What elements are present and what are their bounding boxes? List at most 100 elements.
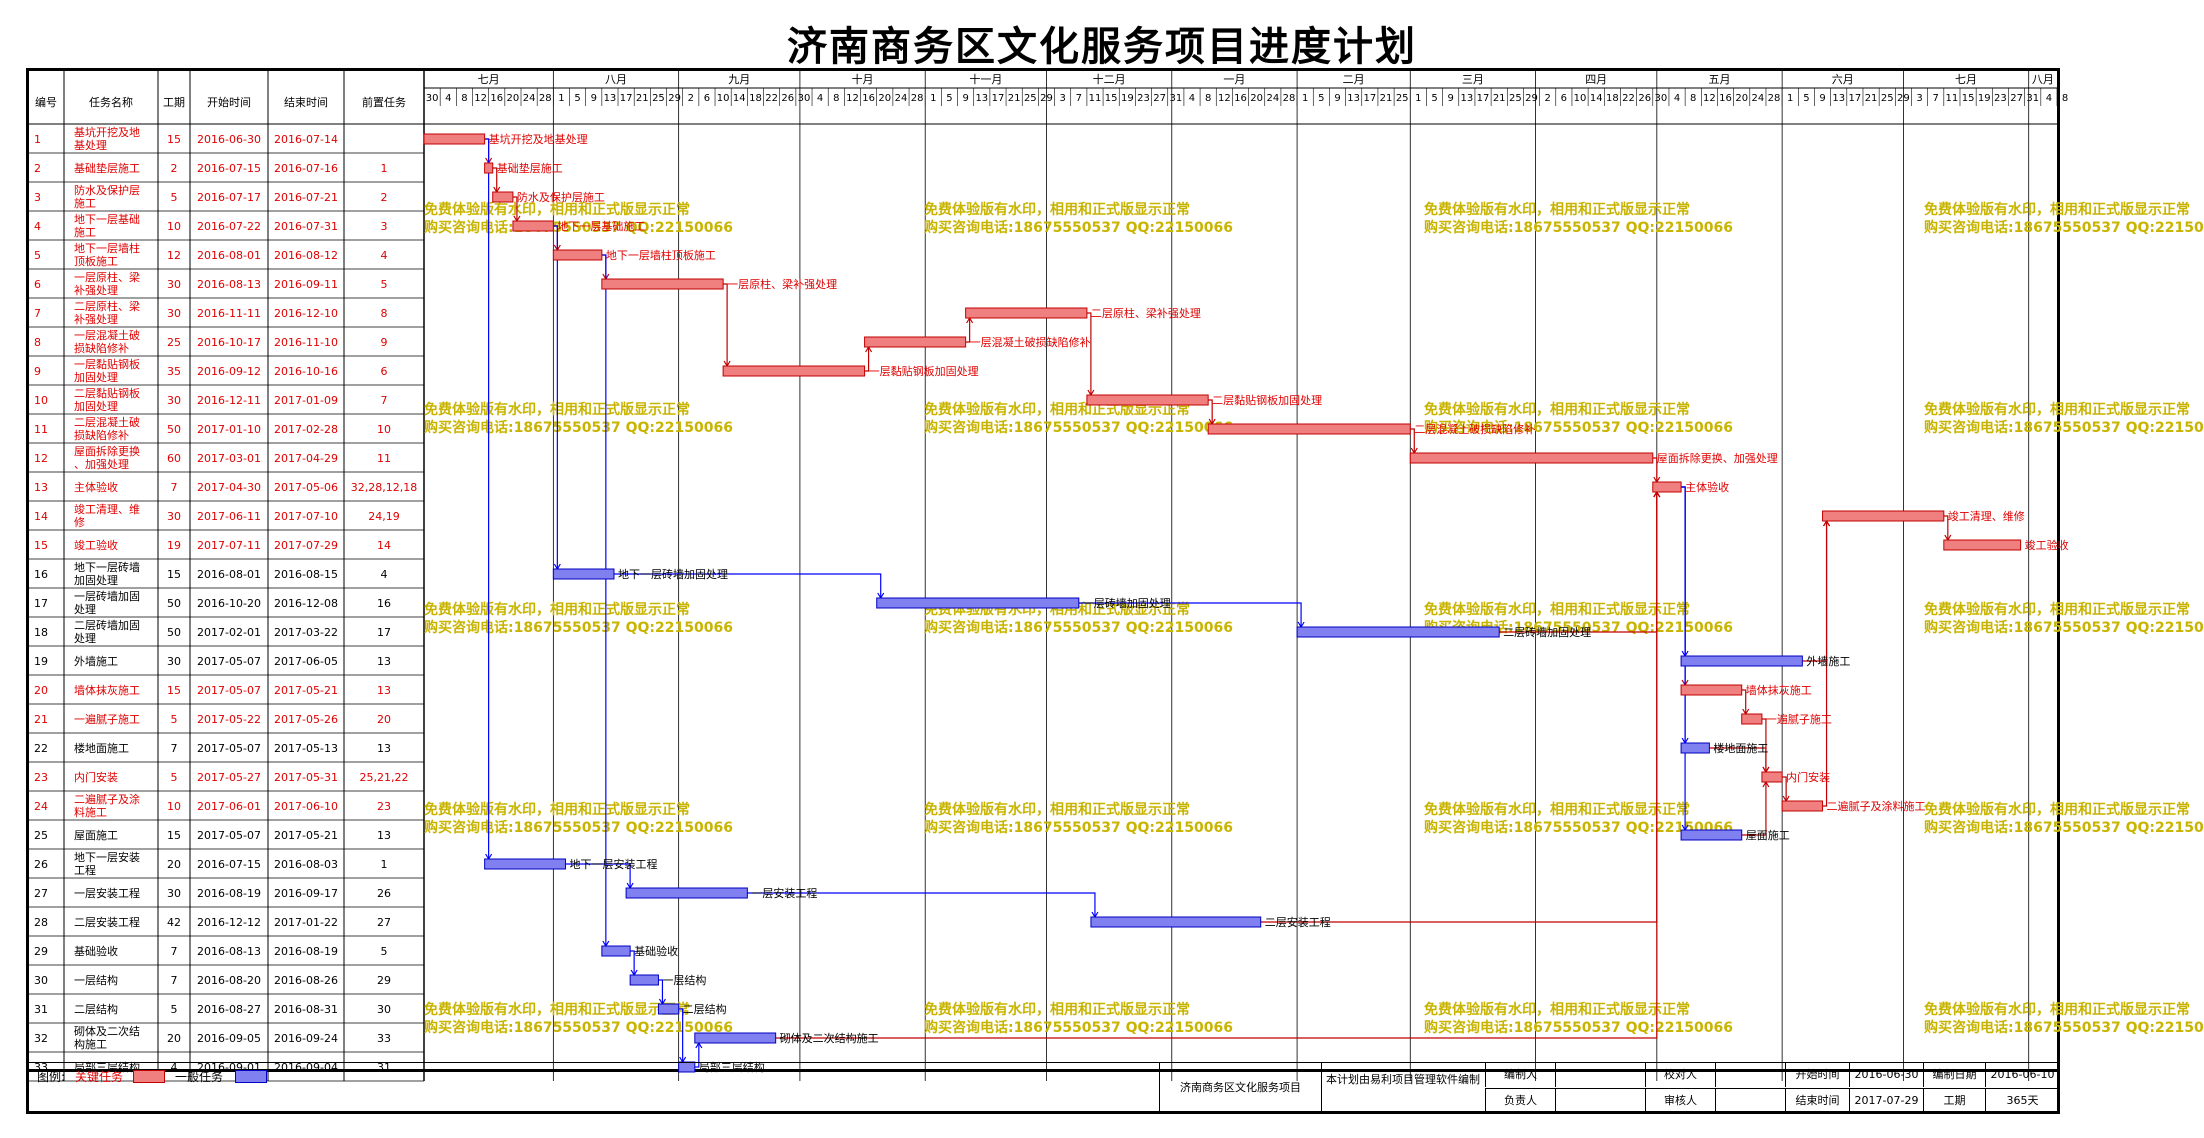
day-tick-label: 30 (1655, 93, 1668, 104)
task-cell: 18 (34, 626, 48, 639)
task-cell: 19 (34, 655, 48, 668)
task-bar-label: 一层安装工程 (751, 886, 817, 900)
task-cell: 1 (381, 858, 388, 871)
task-cell: 50 (167, 626, 181, 639)
info-software: 本计划由易利项目管理软件编制 (1321, 1063, 1485, 1112)
task-cell: 5 (171, 771, 178, 784)
task-bar (512, 220, 554, 232)
task-name: 一层安装工程 (74, 886, 140, 900)
task-name: 二层结构 (74, 1002, 118, 1016)
day-tick-label: 9 (1334, 93, 1340, 104)
task-cell: 30 (167, 510, 181, 523)
watermark-text: 免费体验版有水印，相用和正式版显示正常 (924, 201, 1190, 218)
day-tick-label: 21 (1008, 93, 1021, 104)
day-tick-label: 13 (1347, 93, 1360, 104)
info-duration-label: 工期 (1923, 1088, 1985, 1112)
task-cell: 3 (34, 191, 41, 204)
task-cell: 50 (167, 423, 181, 436)
task-name: 外墙施工 (74, 654, 118, 668)
task-name: 构施工 (74, 1037, 107, 1051)
task-cell: 2017-01-09 (274, 394, 338, 407)
task-bar (601, 278, 724, 290)
task-cell: 7 (34, 307, 41, 320)
month-label: 四月 (1585, 73, 1607, 86)
day-tick-label: 5 (1431, 93, 1437, 104)
table-header-cell: 前置任务 (362, 95, 406, 109)
watermark-text: 购买咨询电话:18675550537 QQ:22150066 (424, 419, 733, 436)
task-cell: 4 (171, 1061, 178, 1074)
task-name: 二层混凝土破 (74, 415, 140, 429)
task-cell: 2017-05-07 (197, 742, 261, 755)
task-cell: 13 (377, 742, 391, 755)
day-tick-label: 27 (1153, 93, 1166, 104)
day-tick-label: 31 (1169, 93, 1182, 104)
task-cell: 7 (171, 945, 178, 958)
task-bar (694, 1032, 777, 1044)
task-cell: 1 (381, 162, 388, 175)
task-name: 二遍腻子及涂 (74, 792, 140, 806)
task-name: 处理 (74, 632, 96, 645)
day-tick-label: 8 (1690, 93, 1696, 104)
task-name: 一层结构 (74, 973, 118, 987)
task-bar (484, 858, 566, 870)
day-tick-label: 25 (652, 93, 665, 104)
task-cell: 2017-05-27 (197, 771, 261, 784)
task-bar (1086, 394, 1209, 406)
info-start-label: 开始时间 (1785, 1063, 1849, 1087)
task-cell: 2016-08-19 (197, 887, 261, 900)
task-cell: 23 (377, 800, 391, 813)
task-bar-label: 外墙施工 (1806, 654, 1850, 668)
task-cell: 2016-09-24 (274, 1032, 338, 1045)
task-cell: 3 (381, 220, 388, 233)
task-bar-label: 基础垫层施工 (497, 161, 563, 175)
task-name: 地下一层安装 (74, 850, 140, 864)
task-cell: 30 (167, 307, 181, 320)
task-name: 基坑开挖及地 (74, 125, 140, 139)
task-name: 二层砖墙加固 (74, 618, 140, 632)
task-cell: 4 (381, 568, 388, 581)
task-cell: 2016-09-11 (274, 278, 338, 291)
task-cell: 32,28,12,18 (351, 481, 417, 494)
day-tick-label: 9 (591, 93, 597, 104)
task-cell: 30 (34, 974, 48, 987)
watermark-text: 购买咨询电话:18675550537 QQ:22150066 (924, 1019, 1233, 1036)
task-cell: 2 (34, 162, 41, 175)
day-tick-label: 8 (461, 93, 467, 104)
table-header-cell: 工期 (163, 96, 185, 109)
task-cell: 11 (34, 423, 48, 436)
task-cell: 13 (377, 655, 391, 668)
table-header-cell: 开始时间 (207, 95, 251, 109)
task-bar (1822, 510, 1945, 522)
task-cell: 28 (34, 916, 48, 929)
task-bar-label: 地下一层基础施工 (557, 220, 645, 233)
day-tick-label: 20 (878, 93, 891, 104)
day-tick-label: 22 (765, 93, 778, 104)
day-tick-label: 8 (1205, 93, 1211, 104)
task-cell: 2016-07-22 (197, 220, 261, 233)
task-cell: 2017-05-06 (274, 481, 338, 494)
task-cell: 15 (167, 684, 181, 697)
watermark-text: 免费体验版有水印，相用和正式版显示正常 (1424, 401, 1690, 418)
watermark-text: 购买咨询电话:18675550537 QQ:22150066 (1924, 1019, 2204, 1036)
task-bar-label: 一层黏贴钢板加固处理 (869, 364, 979, 378)
task-name: 加固处理 (74, 574, 118, 587)
info-duration-value: 365天 (1985, 1088, 2059, 1112)
task-cell: 24,19 (368, 510, 400, 523)
day-tick-label: 6 (704, 93, 710, 104)
task-cell: 2016-09-04 (274, 1061, 338, 1074)
task-cell: 12 (167, 249, 181, 262)
task-cell: 11 (377, 452, 391, 465)
task-bar (625, 887, 748, 899)
task-cell: 2016-08-27 (197, 1003, 261, 1016)
task-cell: 16 (34, 568, 48, 581)
task-bar-label: 二层砖墙加固处理 (1503, 625, 1591, 639)
task-name: 修 (74, 515, 85, 529)
task-bar-label: 楼地面施工 (1713, 741, 1768, 755)
task-bar-label: 墙体抹灰施工 (1746, 683, 1812, 697)
task-name: 处理 (74, 603, 96, 616)
task-name: 顶板施工 (74, 254, 118, 268)
task-cell: 60 (167, 452, 181, 465)
task-bar (552, 249, 603, 261)
task-cell: 25 (34, 829, 48, 842)
